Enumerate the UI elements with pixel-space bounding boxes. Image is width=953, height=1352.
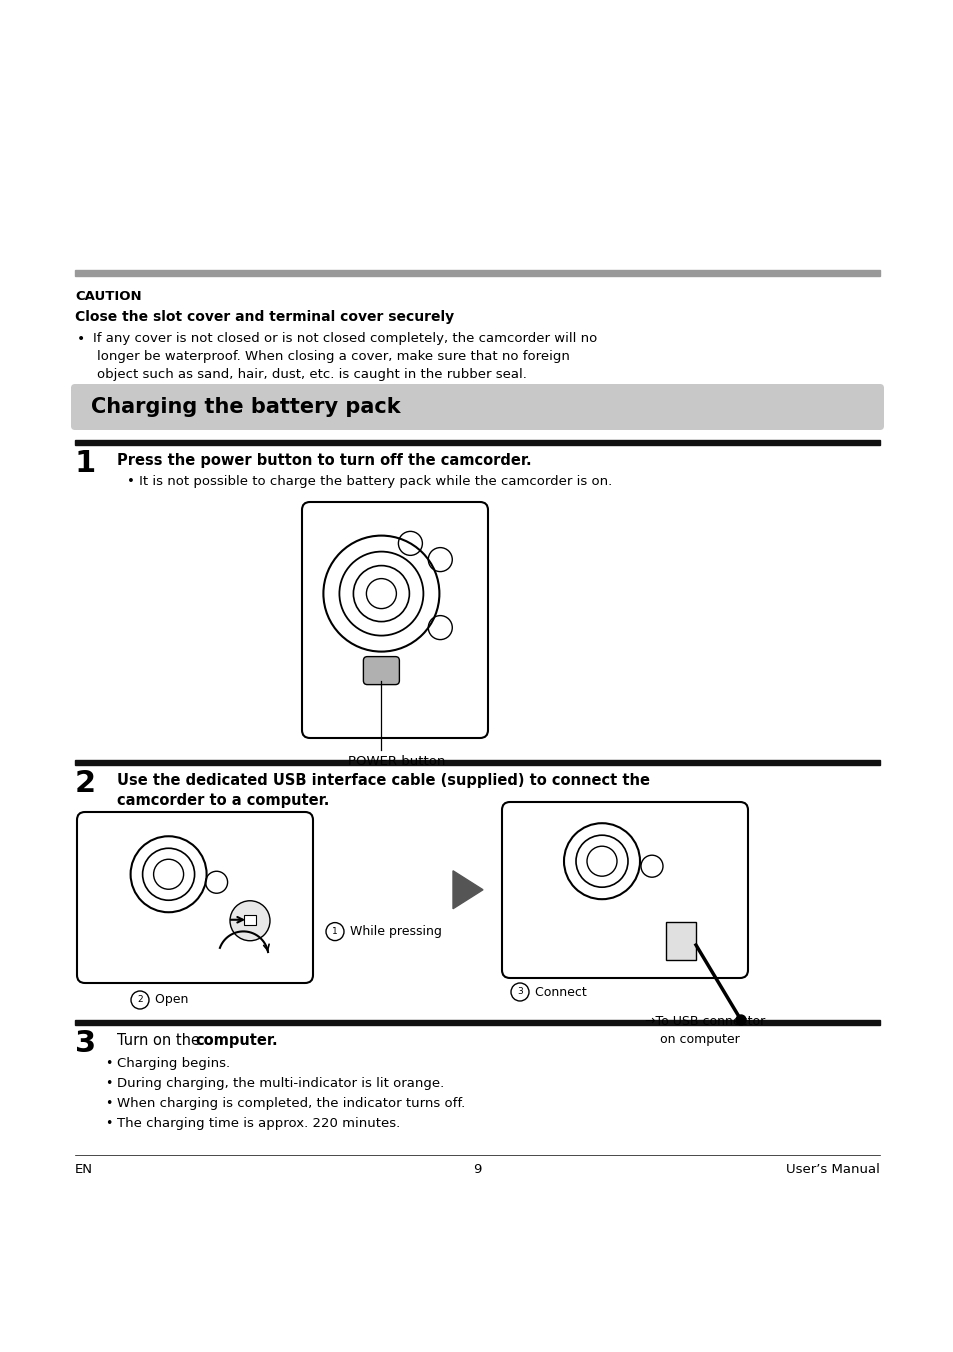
Text: User’s Manual: User’s Manual <box>785 1163 879 1176</box>
Circle shape <box>131 991 149 1009</box>
Bar <box>75 1019 879 1025</box>
Text: →To USB connector: →To USB connector <box>644 1015 764 1028</box>
Bar <box>75 760 879 765</box>
Text: •: • <box>105 1078 112 1090</box>
Polygon shape <box>453 871 482 909</box>
Text: •: • <box>105 1057 112 1069</box>
Text: EN: EN <box>75 1163 92 1176</box>
Text: longer be waterproof. When closing a cover, make sure that no foreign: longer be waterproof. When closing a cov… <box>97 350 569 362</box>
Text: Turn on the: Turn on the <box>117 1033 204 1048</box>
Text: •: • <box>105 1117 112 1130</box>
Text: POWER button: POWER button <box>347 754 445 768</box>
Text: camcorder to a computer.: camcorder to a computer. <box>117 794 329 808</box>
Text: 9: 9 <box>473 1163 481 1176</box>
Text: Charging begins.: Charging begins. <box>117 1057 230 1069</box>
Text: Close the slot cover and terminal cover securely: Close the slot cover and terminal cover … <box>75 310 454 324</box>
FancyBboxPatch shape <box>71 384 883 430</box>
Text: During charging, the multi-indicator is lit orange.: During charging, the multi-indicator is … <box>117 1078 444 1090</box>
Text: 2: 2 <box>137 995 143 1005</box>
Bar <box>75 439 879 445</box>
Circle shape <box>326 922 344 941</box>
Text: 1: 1 <box>75 449 96 479</box>
Text: •: • <box>105 1096 112 1110</box>
Text: computer.: computer. <box>194 1033 277 1048</box>
Text: Charging the battery pack: Charging the battery pack <box>91 397 400 416</box>
Text: 3: 3 <box>517 987 522 996</box>
Bar <box>75 270 879 276</box>
Bar <box>244 915 255 925</box>
Circle shape <box>735 1015 745 1025</box>
Text: 2: 2 <box>75 769 96 798</box>
Circle shape <box>230 900 270 941</box>
Text: Press the power button to turn off the camcorder.: Press the power button to turn off the c… <box>117 453 531 468</box>
Circle shape <box>511 983 529 1000</box>
FancyBboxPatch shape <box>501 802 747 977</box>
Text: If any cover is not closed or is not closed completely, the camcorder will no: If any cover is not closed or is not clo… <box>92 333 597 345</box>
Text: object such as sand, hair, dust, etc. is caught in the rubber seal.: object such as sand, hair, dust, etc. is… <box>97 368 526 381</box>
Text: The charging time is approx. 220 minutes.: The charging time is approx. 220 minutes… <box>117 1117 400 1130</box>
FancyBboxPatch shape <box>363 657 399 684</box>
FancyBboxPatch shape <box>302 502 488 738</box>
Text: on computer: on computer <box>659 1033 739 1046</box>
Text: 3: 3 <box>75 1029 96 1059</box>
Bar <box>665 922 696 960</box>
Text: •: • <box>77 333 85 346</box>
Text: • It is not possible to charge the battery pack while the camcorder is on.: • It is not possible to charge the batte… <box>127 475 612 488</box>
Text: Connect: Connect <box>531 986 586 999</box>
Text: While pressing: While pressing <box>346 925 441 938</box>
Text: 1: 1 <box>332 927 337 936</box>
Text: When charging is completed, the indicator turns off.: When charging is completed, the indicato… <box>117 1096 465 1110</box>
Text: Open: Open <box>151 994 188 1006</box>
Text: CAUTION: CAUTION <box>75 289 141 303</box>
Text: Use the dedicated USB interface cable (supplied) to connect the: Use the dedicated USB interface cable (s… <box>117 773 649 788</box>
FancyBboxPatch shape <box>77 813 313 983</box>
